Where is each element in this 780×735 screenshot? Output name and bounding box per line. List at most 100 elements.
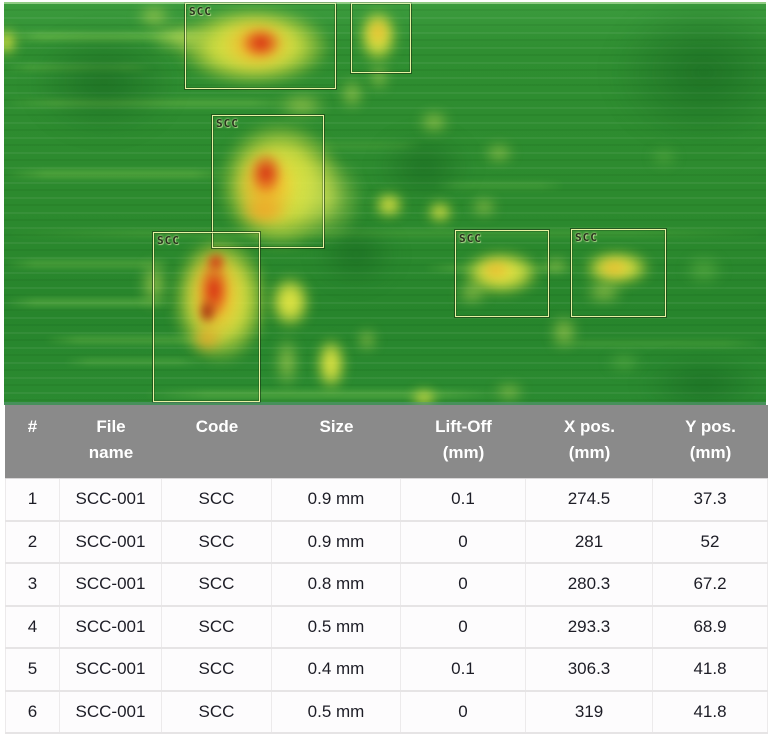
cscan-amplitude-layer [4,2,766,405]
cell-num: 6 [5,691,60,732]
col-header-file: File name [60,414,162,478]
defect-region-box[interactable] [351,3,411,73]
cell-code: SCC [162,564,272,605]
scan-streak [4,298,174,307]
heat-blob [276,93,328,117]
heat-blob [543,257,569,273]
heat-blob [375,193,403,217]
indications-table-header: # File name Code Size Lift-Off (mm) X pos. (mm) Y… [5,405,768,478]
col-header-line: # [27,417,38,436]
cell-size: 0.8 mm [272,564,401,605]
scan-streak [4,170,234,178]
col-header-line: Size [319,417,354,436]
heat-blob [484,143,514,163]
cell-file: SCC-001 [60,521,162,562]
scan-streak [4,99,304,107]
defect-region-label: SCC [575,231,598,244]
cell-file: SCC-001 [60,649,162,690]
cell-size: 0.5 mm [272,606,401,647]
heat-blob [275,334,299,390]
heat-blob [493,383,525,401]
eddy-current-cscan[interactable]: SCC SCC SCC SCC SCC [4,2,766,405]
cell-file: SCC-001 [60,479,162,520]
heat-blob [584,280,624,304]
defect-region-box[interactable]: SCC [212,115,324,248]
defect-region-box[interactable]: SCC [185,3,336,89]
heat-blob [598,260,630,276]
heat-blob [136,4,172,28]
indication-row[interactable]: 4 SCC-001 SCC 0.5 mm 0 293.3 68.9 [5,606,768,649]
heat-blob [609,2,766,147]
col-header-code: Code [162,414,272,478]
heat-blob [239,197,289,225]
heat-blob [650,147,678,167]
cell-ypos: 67.2 [653,564,768,605]
col-header-liftoff: Lift-Off (mm) [401,414,526,478]
heat-blob [456,281,488,305]
col-header-line: Code [195,417,239,436]
cell-ypos: 68.9 [653,606,768,647]
cell-liftoff: 0 [401,691,526,732]
cscan-texture-layer [4,2,766,405]
heat-blob [684,254,724,286]
heat-blob [470,197,498,217]
indication-row[interactable]: 6 SCC-001 SCC 0.5 mm 0 319 41.8 [5,691,768,734]
scan-streak [4,260,174,268]
cell-file: SCC-001 [60,691,162,732]
cell-xpos: 306.3 [526,649,653,690]
indication-row[interactable]: 5 SCC-001 SCC 0.4 mm 0.1 306.3 41.8 [5,649,768,692]
cscan-region-layer: SCC SCC SCC SCC SCC [4,2,766,405]
col-header-xpos: X pos. (mm) [526,414,653,478]
heat-blob [317,338,345,390]
defect-region-box[interactable]: SCC [571,229,666,317]
col-header-line: name [88,443,134,462]
cell-liftoff: 0.1 [401,649,526,690]
cell-code: SCC [162,691,272,732]
heat-blob [606,352,642,372]
cell-xpos: 293.3 [526,606,653,647]
cell-xpos: 281 [526,521,653,562]
col-header-line: X pos. [563,417,615,436]
defect-region-box[interactable]: SCC [153,232,260,402]
col-header-line: Y pos. [685,417,736,436]
cell-code: SCC [162,479,272,520]
cell-size: 0.9 mm [272,521,401,562]
indications-table: # File name Code Size Lift-Off (mm) X pos. (mm) Y… [5,405,768,734]
scan-streak [44,336,234,344]
heat-blob [4,29,16,55]
heat-blob [418,110,450,134]
defect-region-box[interactable]: SCC [455,230,549,317]
cell-ypos: 41.8 [653,691,768,732]
scan-streak [4,32,214,41]
indication-row[interactable]: 3 SCC-001 SCC 0.8 mm 0 280.3 67.2 [5,564,768,607]
col-header-line: Lift-Off [435,417,492,436]
heat-blob [357,328,377,352]
cell-size: 0.9 mm [272,479,401,520]
col-header-line: File [96,417,126,436]
heat-blob [288,154,364,242]
cell-ypos: 37.3 [653,479,768,520]
col-header-line: (mm) [442,443,485,462]
cell-liftoff: 0.1 [401,479,526,520]
indication-row[interactable]: 1 SCC-001 SCC 0.9 mm 0.1 274.5 37.3 [5,479,768,522]
col-header-size: Size [272,414,401,478]
cell-file: SCC-001 [60,564,162,605]
heat-blob [639,356,766,405]
cell-code: SCC [162,606,272,647]
cell-code: SCC [162,521,272,562]
scan-streak [144,390,504,399]
cell-code: SCC [162,649,272,690]
col-header-line: (mm) [568,443,611,462]
defect-region-label: SCC [189,5,212,18]
cell-liftoff: 0 [401,606,526,647]
cell-num: 3 [5,564,60,605]
heat-blob [191,325,223,353]
indication-row[interactable]: 2 SCC-001 SCC 0.9 mm 0 281 52 [5,521,768,564]
col-header-ypos: Y pos. (mm) [653,414,768,478]
cell-liftoff: 0 [401,564,526,605]
defect-region-label: SCC [459,232,482,245]
cell-xpos: 319 [526,691,653,732]
heat-blob [480,261,512,279]
col-header-num: # [5,414,60,478]
cell-num: 2 [5,521,60,562]
